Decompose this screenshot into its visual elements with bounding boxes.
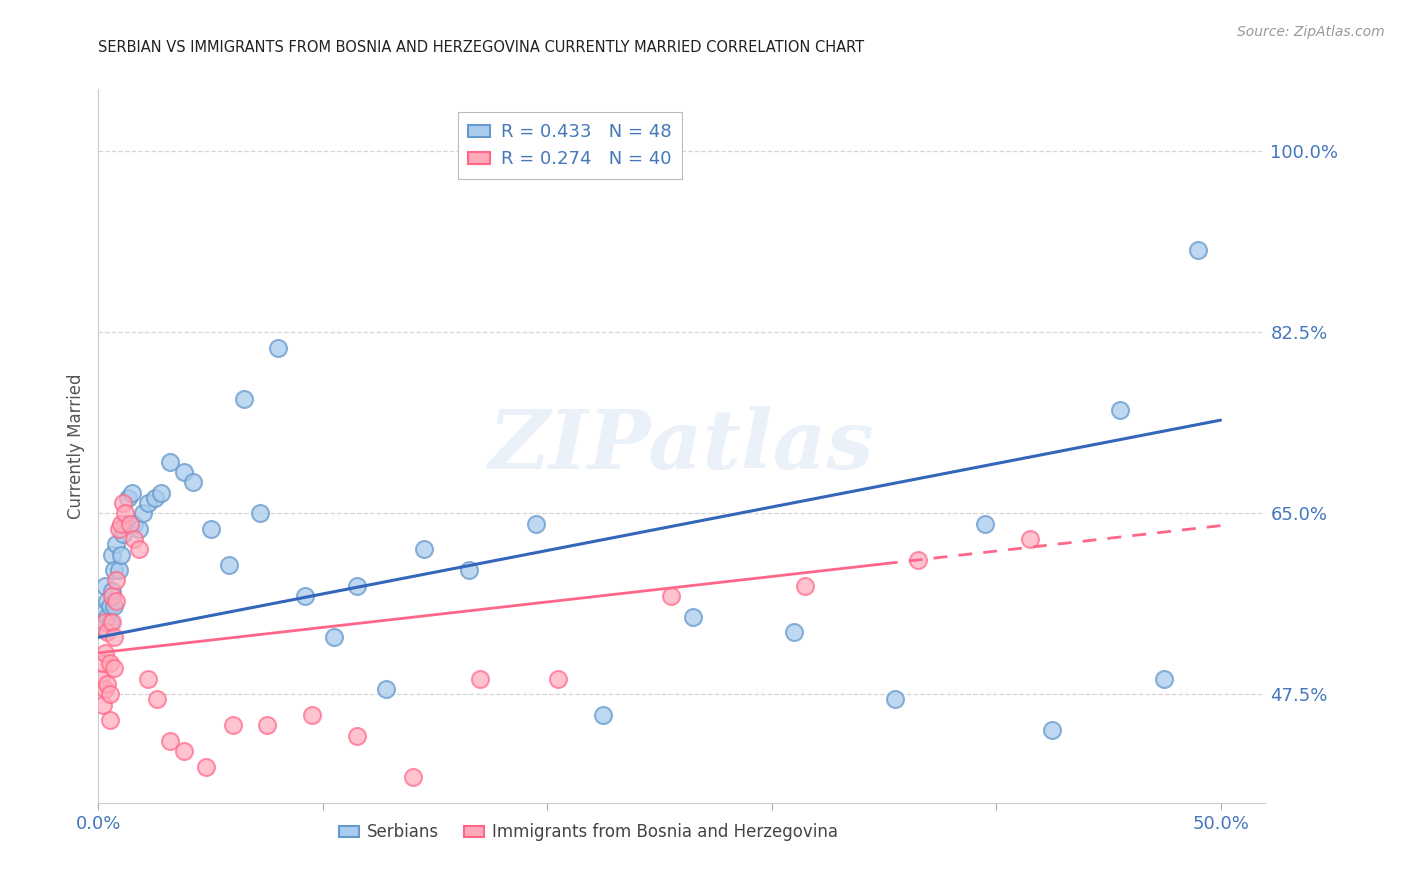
Point xyxy=(117,491,139,505)
Point xyxy=(1040,723,1063,738)
Point xyxy=(346,579,368,593)
Point xyxy=(547,672,569,686)
Point xyxy=(103,661,125,675)
Point xyxy=(124,532,146,546)
Point xyxy=(98,615,121,629)
Point xyxy=(91,656,114,670)
Point xyxy=(128,542,150,557)
Point xyxy=(96,677,118,691)
Point xyxy=(94,646,117,660)
Point xyxy=(181,475,204,490)
Point xyxy=(143,491,166,505)
Point xyxy=(91,620,114,634)
Point xyxy=(96,609,118,624)
Point xyxy=(1153,672,1175,686)
Point xyxy=(105,537,128,551)
Point xyxy=(173,744,195,758)
Point xyxy=(96,594,118,608)
Point xyxy=(682,609,704,624)
Text: SERBIAN VS IMMIGRANTS FROM BOSNIA AND HERZEGOVINA CURRENTLY MARRIED CORRELATION : SERBIAN VS IMMIGRANTS FROM BOSNIA AND HE… xyxy=(98,40,865,55)
Point xyxy=(103,630,125,644)
Point xyxy=(195,759,218,773)
Point xyxy=(218,558,240,572)
Point xyxy=(659,589,682,603)
Point xyxy=(94,681,117,696)
Point xyxy=(94,615,117,629)
Point xyxy=(159,733,181,747)
Point xyxy=(105,594,128,608)
Point xyxy=(101,589,124,603)
Point xyxy=(884,692,907,706)
Point xyxy=(91,698,114,712)
Point xyxy=(107,563,129,577)
Point xyxy=(101,548,124,562)
Point xyxy=(249,506,271,520)
Point xyxy=(121,485,143,500)
Point xyxy=(1018,532,1040,546)
Point xyxy=(233,392,256,407)
Point xyxy=(794,579,817,593)
Point xyxy=(1187,243,1209,257)
Point xyxy=(98,599,121,614)
Point xyxy=(110,516,132,531)
Point xyxy=(412,542,434,557)
Point xyxy=(118,516,141,531)
Point xyxy=(150,485,173,500)
Point xyxy=(256,718,278,732)
Point xyxy=(96,625,118,640)
Point xyxy=(346,729,368,743)
Point xyxy=(146,692,169,706)
Point xyxy=(136,672,159,686)
Point xyxy=(267,341,290,355)
Point xyxy=(90,672,112,686)
Point xyxy=(98,687,121,701)
Point xyxy=(105,574,128,588)
Point xyxy=(107,522,129,536)
Point xyxy=(907,553,929,567)
Point xyxy=(301,707,323,722)
Point xyxy=(128,522,150,536)
Point xyxy=(524,516,547,531)
Point xyxy=(457,563,479,577)
Point xyxy=(103,599,125,614)
Point xyxy=(124,516,146,531)
Point xyxy=(98,656,121,670)
Point xyxy=(101,615,124,629)
Text: Source: ZipAtlas.com: Source: ZipAtlas.com xyxy=(1237,25,1385,39)
Point xyxy=(132,506,155,520)
Legend: Serbians, Immigrants from Bosnia and Herzegovina: Serbians, Immigrants from Bosnia and Her… xyxy=(332,817,845,848)
Point xyxy=(468,672,491,686)
Text: ZIPatlas: ZIPatlas xyxy=(489,406,875,486)
Y-axis label: Currently Married: Currently Married xyxy=(66,373,84,519)
Point xyxy=(973,516,995,531)
Point xyxy=(1108,402,1130,417)
Point xyxy=(94,605,117,619)
Point xyxy=(94,579,117,593)
Point xyxy=(112,527,135,541)
Point xyxy=(401,770,423,784)
Point xyxy=(592,707,614,722)
Point xyxy=(114,516,136,531)
Point xyxy=(136,496,159,510)
Point xyxy=(114,506,136,520)
Point xyxy=(112,496,135,510)
Point xyxy=(200,522,222,536)
Point xyxy=(294,589,316,603)
Point xyxy=(159,454,181,468)
Point xyxy=(323,630,346,644)
Point xyxy=(110,548,132,562)
Point xyxy=(374,681,396,696)
Point xyxy=(222,718,245,732)
Point xyxy=(783,625,806,640)
Point xyxy=(173,465,195,479)
Point xyxy=(101,583,124,598)
Point xyxy=(103,563,125,577)
Point xyxy=(98,713,121,727)
